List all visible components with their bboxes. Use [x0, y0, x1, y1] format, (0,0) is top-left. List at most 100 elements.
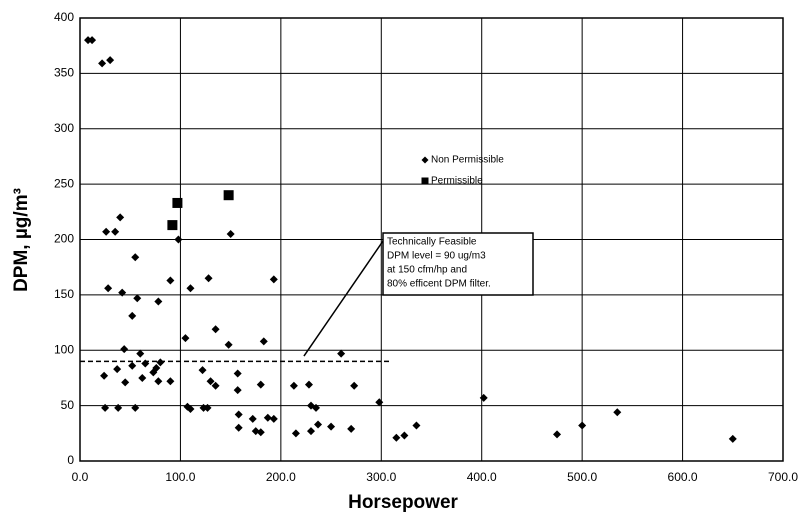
point	[138, 373, 147, 382]
point	[98, 59, 107, 68]
point	[400, 431, 409, 440]
annotation-text: at 150 cfm/hp and	[387, 265, 467, 276]
point	[172, 197, 183, 208]
point	[233, 386, 242, 395]
point	[88, 36, 97, 45]
y-axis-title: DPM, µg/m³	[11, 188, 32, 292]
y-tick-label: 50	[61, 398, 75, 412]
point	[186, 404, 195, 413]
point	[131, 403, 140, 412]
point	[269, 275, 278, 284]
y-tick-label: 400	[54, 10, 74, 24]
x-tick-label: 0.0	[72, 470, 89, 484]
point	[412, 421, 421, 430]
point	[156, 358, 165, 367]
point	[211, 381, 220, 390]
point	[224, 340, 233, 349]
legend-marker	[421, 177, 429, 185]
point	[223, 190, 234, 201]
y-tick-label: 300	[54, 121, 74, 135]
point	[337, 349, 346, 358]
point	[248, 414, 257, 423]
point	[234, 423, 243, 432]
y-tick-label: 150	[54, 287, 74, 301]
legend-marker	[421, 156, 429, 164]
x-tick-label: 500.0	[567, 470, 597, 484]
point	[728, 434, 737, 443]
point	[167, 220, 178, 231]
legend-swatch	[421, 156, 429, 164]
point	[100, 371, 109, 380]
x-tick-label: 300.0	[366, 470, 396, 484]
point	[613, 408, 622, 417]
point	[118, 288, 127, 297]
point	[233, 369, 242, 378]
point	[312, 403, 321, 412]
point	[226, 229, 235, 238]
y-tick-label: 0	[67, 453, 74, 467]
legend-label: Non Permissible	[431, 155, 504, 166]
point	[263, 413, 272, 422]
point	[128, 361, 137, 370]
annotation-box	[382, 232, 534, 296]
legend-swatch	[421, 177, 429, 185]
point	[204, 274, 213, 283]
point	[154, 377, 163, 386]
annotation-text: 80% efficent DPM filter.	[387, 279, 491, 290]
x-tick-label: 700.0	[768, 470, 798, 484]
x-tick-label: 600.0	[668, 470, 698, 484]
point	[206, 377, 215, 386]
point	[306, 427, 315, 436]
point	[199, 403, 208, 412]
y-tick-label: 350	[54, 66, 74, 80]
point	[289, 381, 298, 390]
point	[350, 381, 359, 390]
y-tick-label: 100	[54, 342, 74, 356]
point	[186, 284, 195, 293]
point	[106, 56, 115, 65]
point	[181, 334, 190, 343]
x-tick-label: 200.0	[266, 470, 296, 484]
legend-label: Permissible	[431, 176, 483, 187]
point	[211, 325, 220, 334]
point	[291, 429, 300, 438]
x-axis-title: Horsepower	[348, 492, 458, 513]
x-tick-label: 100.0	[165, 470, 195, 484]
point	[111, 227, 120, 236]
point	[375, 398, 384, 407]
point	[121, 378, 130, 387]
y-tick-label: 250	[54, 176, 74, 190]
point	[120, 345, 129, 354]
point	[259, 337, 268, 346]
point	[136, 349, 145, 358]
point	[203, 403, 212, 412]
point	[152, 363, 161, 372]
point	[314, 420, 323, 429]
point	[578, 421, 587, 430]
point	[234, 410, 243, 419]
point	[553, 430, 562, 439]
point	[141, 359, 150, 368]
point	[128, 311, 137, 320]
point	[133, 294, 142, 303]
point	[101, 403, 110, 412]
annotation-text: DPM level = 90 ug/m3	[387, 251, 486, 262]
point	[304, 380, 313, 389]
point	[166, 377, 175, 386]
x-tick-label: 400.0	[467, 470, 497, 484]
point	[327, 422, 336, 431]
point	[84, 36, 93, 45]
point	[174, 235, 183, 244]
point	[114, 403, 123, 412]
y-tick-label: 200	[54, 232, 74, 246]
point	[269, 414, 278, 423]
annotation-text: Technically Feasible	[387, 237, 477, 248]
point	[154, 297, 163, 306]
point	[113, 365, 122, 374]
point	[131, 253, 140, 262]
point	[198, 366, 207, 375]
point	[392, 433, 401, 442]
plot-frame	[79, 17, 784, 462]
point	[347, 424, 356, 433]
